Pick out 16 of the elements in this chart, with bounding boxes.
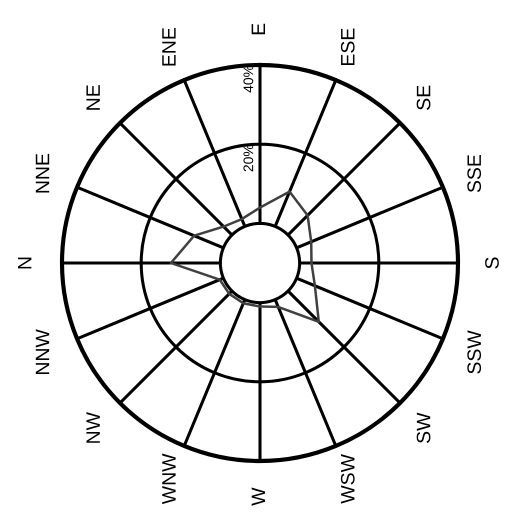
spoke-label: N [18,258,32,268]
spoke-label: ESE [340,28,355,66]
spoke-label: S [485,257,499,269]
spoke-label: SSW [467,330,482,374]
spoke-label: WSW [340,454,355,504]
spoke-label: SE [416,86,430,110]
spoke-label: SW [416,412,430,443]
spoke-label: W [252,488,266,506]
spoke-label: SSE [467,154,482,192]
spoke-label: E [252,24,266,34]
spoke-label: WNW [162,454,176,504]
spoke-label: NNE [36,154,50,193]
spoke-label: ENE [162,28,176,66]
spoke-label: NNW [36,329,50,374]
spoke-label: NE [86,85,100,110]
spoke-label: NW [86,412,100,443]
